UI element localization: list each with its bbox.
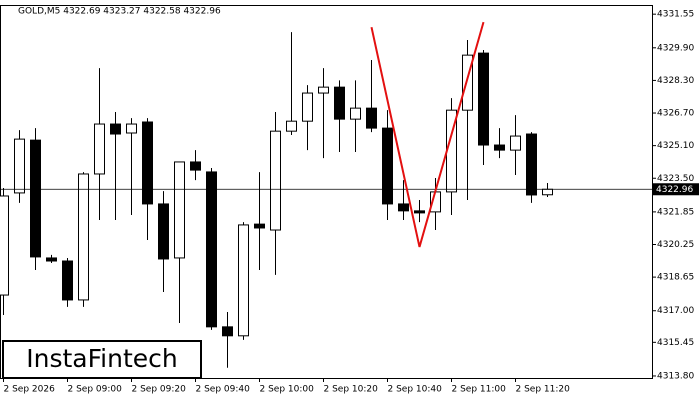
candle-body (270, 130, 281, 231)
candle-body (126, 123, 137, 134)
candle-body (238, 224, 249, 337)
x-tick-label: 2 Sep 10:00 (260, 385, 315, 395)
x-tick-label: 2 Sep 10:20 (324, 385, 379, 395)
candle-body (46, 257, 57, 262)
watermark: InstaFintech (26, 344, 178, 373)
candle-body (30, 139, 41, 258)
candle-body (398, 203, 409, 212)
y-tick-label: 4331.55 (657, 10, 694, 20)
x-tick-label: 2 Sep 09:20 (132, 385, 187, 395)
candle-body (94, 123, 105, 175)
x-tick-label: 2 Sep 11:00 (452, 385, 507, 395)
candle-body (526, 133, 537, 196)
candle-body (254, 223, 265, 229)
x-tick-label: 2 Sep 10:40 (388, 385, 443, 395)
y-tick-label: 4321.85 (657, 207, 694, 217)
candle-body (510, 135, 521, 151)
x-tick-label: 2 Sep 09:40 (196, 385, 251, 395)
y-tick-label: 4323.50 (657, 174, 694, 184)
y-tick-label: 4318.65 (657, 273, 694, 283)
candle-body (382, 127, 393, 205)
candle-body (286, 120, 297, 132)
header: GOLD,M5 4322.69 4323.27 4322.58 4322.96 (18, 7, 221, 17)
pattern-line (370, 21, 485, 248)
x-tick-label: 2 Sep 2026 (4, 385, 56, 395)
candle-body (174, 161, 185, 259)
candle-body (206, 171, 217, 328)
price-label: 4322.96 (656, 185, 693, 195)
candle-body (142, 121, 153, 205)
y-tick-label: 4326.70 (657, 109, 694, 119)
candle-body (302, 92, 313, 122)
y-tick-label: 4329.90 (657, 43, 694, 53)
price-label-box (653, 183, 699, 196)
candle-body (366, 107, 377, 129)
candle-body (62, 260, 73, 301)
x-tick-label: 2 Sep 11:20 (516, 385, 571, 395)
y-tick-label: 4320.25 (657, 240, 694, 250)
candle-body (462, 54, 473, 111)
candle-body (110, 123, 121, 135)
candle-body (78, 173, 89, 301)
candle-body (334, 86, 345, 120)
candle-body (318, 86, 329, 94)
candle-body (190, 161, 201, 171)
y-tick-label: 4328.30 (657, 76, 694, 86)
y-tick-label: 4313.80 (657, 371, 694, 381)
y-tick-label: 4325.10 (657, 141, 694, 151)
watermark-box (2, 340, 202, 379)
candle-body (542, 188, 553, 196)
candle-body (222, 326, 233, 337)
candle-body (478, 52, 489, 146)
candle-body (350, 107, 361, 120)
plot-frame (0, 5, 653, 379)
candle-body (158, 203, 169, 260)
y-tick-label: 4317.00 (657, 306, 694, 316)
candle-body (414, 210, 425, 214)
x-tick-label: 2 Sep 09:00 (68, 385, 123, 395)
y-tick-label: 4315.45 (657, 338, 694, 348)
candle-body (494, 144, 505, 151)
candle-body (0, 195, 9, 296)
candle-body (14, 138, 25, 194)
